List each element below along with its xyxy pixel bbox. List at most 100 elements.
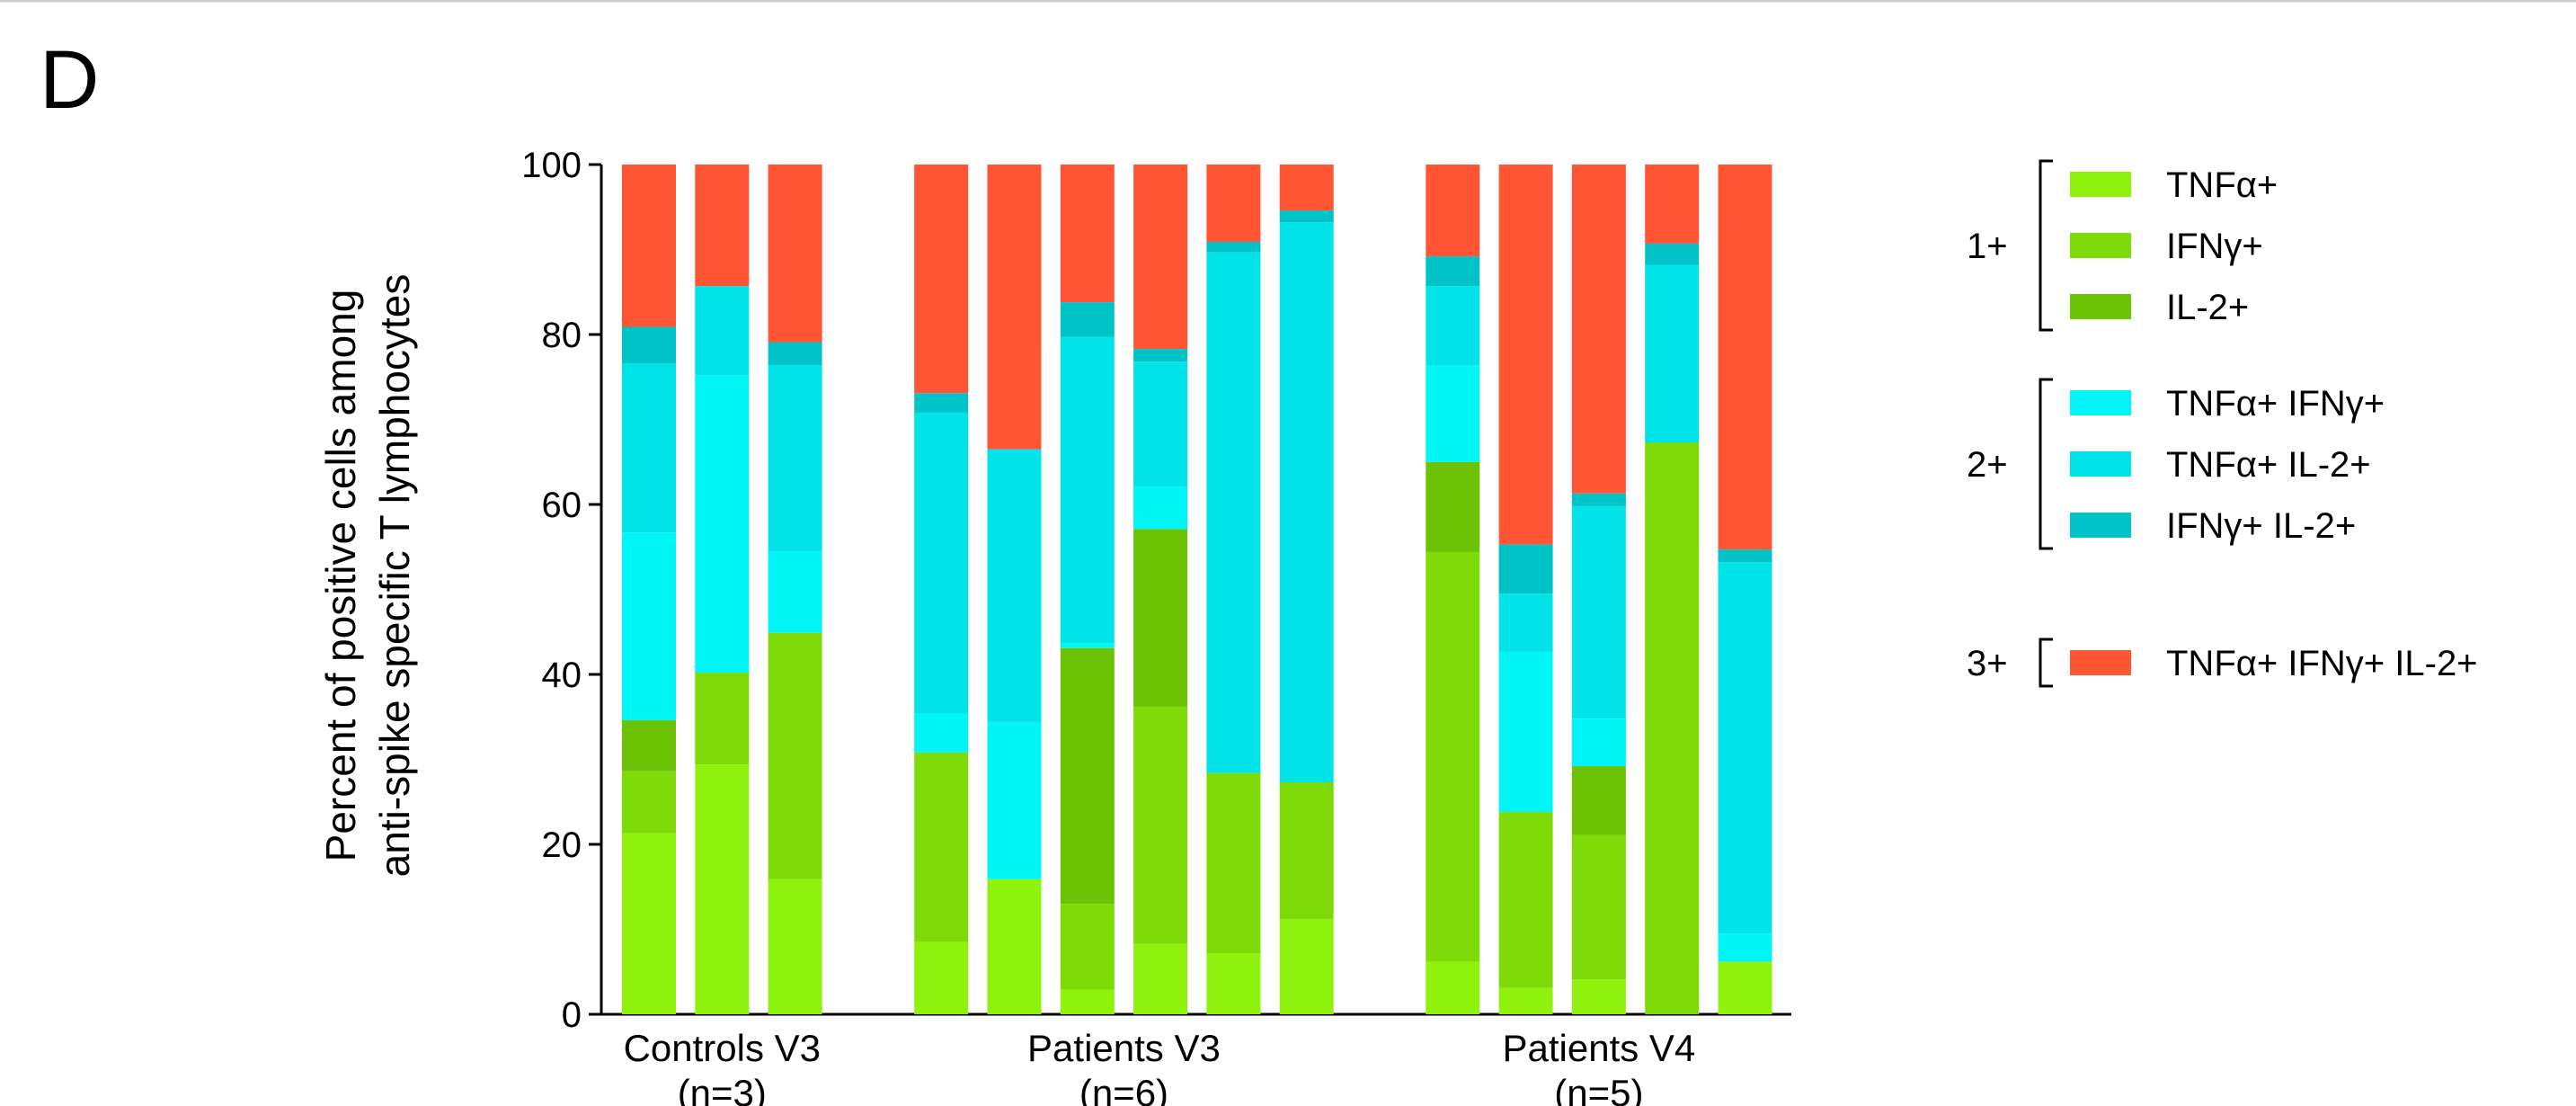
bar-segment (622, 532, 676, 721)
bar-segment (1571, 834, 1626, 980)
bar-segment (1279, 210, 1334, 223)
y-tick-label: 20 (542, 825, 582, 865)
bar-segment (622, 363, 676, 533)
bar-segment (1133, 486, 1188, 530)
group-note: (n=6) (1079, 1072, 1168, 1106)
bar-segment (1060, 302, 1115, 337)
bar-segment (1498, 651, 1553, 813)
bar-segment (1060, 643, 1115, 648)
y-axis-label: Percent of positive cells among (317, 290, 364, 862)
bar-segment (1571, 718, 1626, 767)
legend-swatch (2070, 650, 2131, 675)
bar-segment (1498, 544, 1553, 594)
bar-segment (1206, 952, 1261, 1014)
bar-segment (1060, 647, 1115, 905)
bar-segment (914, 165, 969, 394)
bar-segment (1206, 252, 1261, 773)
bar-segment (1133, 165, 1188, 350)
y-tick-label: 80 (542, 316, 582, 355)
legend-label: IFNγ+ (2166, 227, 2263, 266)
legend-group-label: 1+ (1967, 227, 2008, 266)
bar-segment (1060, 989, 1115, 1014)
legend-bracket (2039, 159, 2053, 332)
bar-segment (1133, 943, 1188, 1014)
bar-segment (1426, 256, 1480, 287)
bar-segment (695, 764, 750, 1014)
group-note: (n=5) (1554, 1072, 1643, 1106)
y-tick-label: 100 (521, 146, 582, 185)
bar-segment (1060, 336, 1115, 644)
bar-segment (695, 286, 750, 376)
bar-segment (768, 879, 822, 1014)
bar-segment (914, 393, 969, 413)
bar-segment (1133, 706, 1188, 944)
bar-segment (914, 412, 969, 714)
bar-segment (1426, 165, 1480, 257)
legend-group-label: 2+ (1967, 445, 2008, 485)
bar-segment (1060, 165, 1115, 303)
legend-swatch (2070, 451, 2131, 477)
bar-segment (622, 771, 676, 834)
legend-label: TNFα+ IL-2+ (2166, 445, 2371, 485)
bar-segment (768, 165, 822, 343)
bar-segment (695, 375, 750, 673)
legend-label: TNFα+ (2166, 165, 2278, 205)
legend-swatch (2070, 233, 2131, 258)
bar-segment (1571, 505, 1626, 719)
group-label: Controls V3 (624, 1027, 821, 1069)
y-axis-label: anti-spike specific T lymphocytes (371, 274, 418, 878)
bar-segment (1571, 766, 1626, 835)
bar-segment (1718, 961, 1772, 1014)
bar-segment (1206, 241, 1261, 253)
bar-segment (987, 165, 1042, 450)
legend-label: IFNγ+ IL-2+ (2166, 506, 2356, 546)
bar-segment (768, 342, 822, 366)
bar-segment (914, 713, 969, 753)
bar-segment (1498, 165, 1553, 545)
bar-segment (987, 449, 1042, 722)
bar-segment (1133, 361, 1188, 487)
bar-segment (1718, 165, 1772, 550)
legend-bracket (2039, 638, 2053, 688)
bar-segment (1645, 165, 1700, 244)
y-tick-label: 40 (542, 656, 582, 695)
group-note: (n=3) (678, 1072, 767, 1106)
y-tick-label: 0 (562, 995, 582, 1035)
bar-segment (1426, 286, 1480, 366)
legend-label: TNFα+ IFNγ+ IL-2+ (2166, 644, 2478, 683)
legend-swatch (2070, 172, 2131, 197)
bar-segment (914, 941, 969, 1014)
panel-label: D (40, 34, 99, 126)
bar-segment (1498, 987, 1553, 1014)
bar-segment (1060, 904, 1115, 990)
bar-segment (1133, 349, 1188, 362)
bar-segment (622, 833, 676, 1014)
bar-segment (1426, 551, 1480, 962)
legend-swatch (2070, 390, 2131, 415)
bar-segment (1571, 165, 1626, 494)
bar-segment (1279, 782, 1334, 920)
bar-segment (1279, 222, 1334, 783)
legend-label: IL-2+ (2166, 288, 2249, 327)
bar-segment (987, 721, 1042, 879)
bar-segment (622, 326, 676, 364)
bar-segment (768, 550, 822, 633)
legend-bracket (2039, 378, 2053, 550)
bar-segment (1426, 961, 1480, 1014)
bar-segment (1279, 165, 1334, 211)
bar-segment (1645, 264, 1700, 443)
bar-segment (622, 720, 676, 772)
bar-segment (914, 752, 969, 942)
bar-segment (695, 165, 750, 287)
bar-segment (1645, 243, 1700, 265)
bar-segment (1133, 529, 1188, 707)
bar-segment (1718, 562, 1772, 934)
bar-segment (1645, 442, 1700, 1014)
bar-segment (622, 165, 676, 327)
legend-swatch (2070, 513, 2131, 538)
bar-segment (1206, 165, 1261, 242)
bar-segment (1279, 919, 1334, 1014)
bar-segment (1571, 493, 1626, 506)
bar-segment (768, 632, 822, 879)
